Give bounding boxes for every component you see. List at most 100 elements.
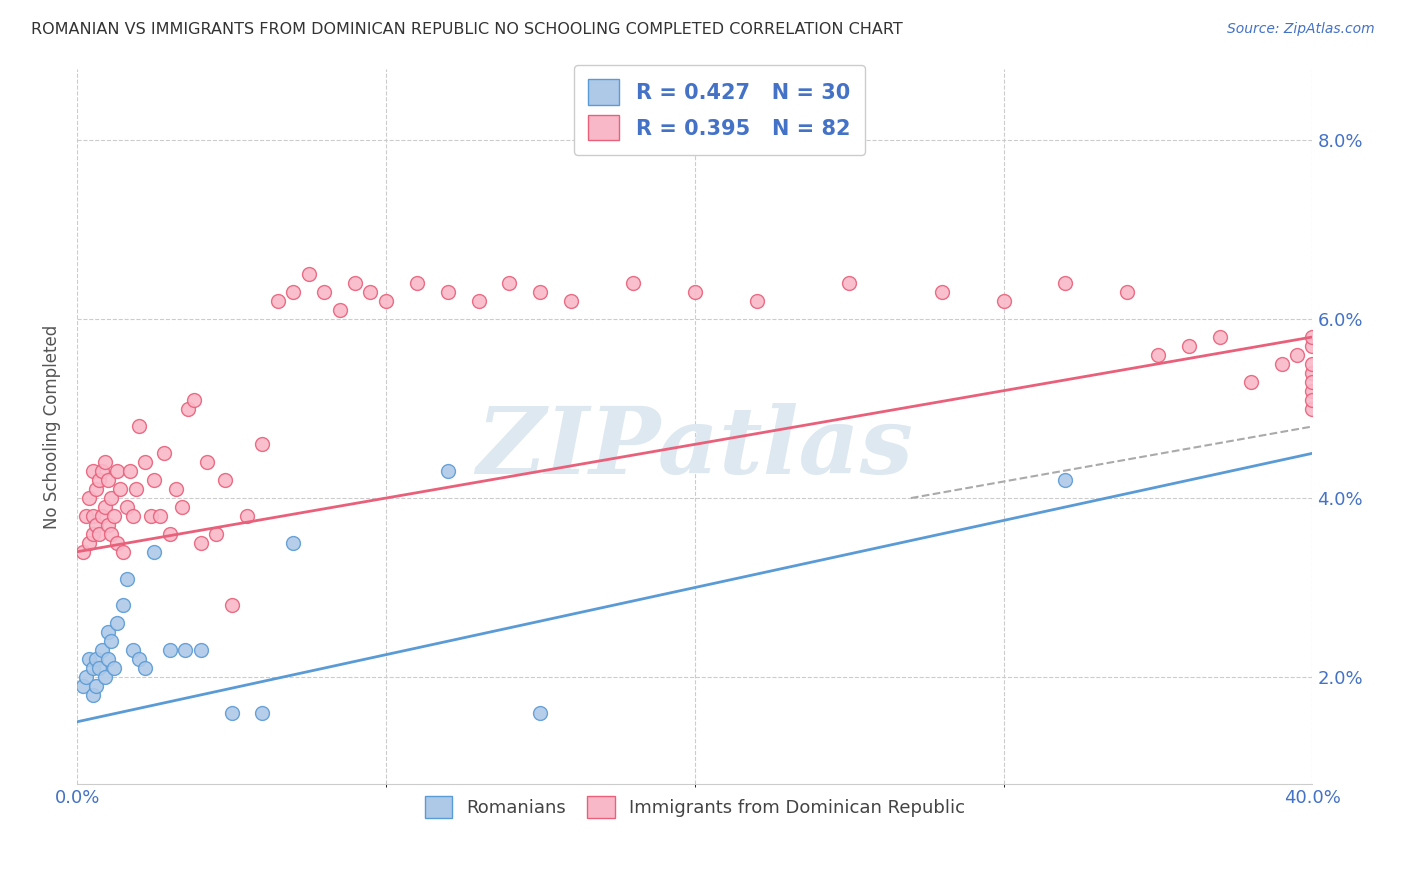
Point [1301, 392, 1323, 407]
Point [236, 508, 259, 523]
Point [105, 536, 128, 550]
Point [1239, 375, 1261, 389]
Point [283, 536, 305, 550]
Point [87, 661, 110, 675]
Point [1147, 348, 1170, 362]
Point [90, 508, 112, 523]
Text: ZIPatlas: ZIPatlas [477, 403, 914, 493]
Point [105, 616, 128, 631]
Point [1301, 339, 1323, 353]
Point [100, 491, 122, 505]
Point [75, 508, 97, 523]
Point [1301, 384, 1323, 398]
Point [75, 670, 97, 684]
Point [529, 285, 551, 300]
Point [359, 285, 381, 300]
Point [329, 303, 352, 318]
Point [149, 508, 172, 523]
Point [90, 643, 112, 657]
Point [143, 545, 166, 559]
Point [84, 652, 107, 666]
Point [560, 294, 582, 309]
Text: Source: ZipAtlas.com: Source: ZipAtlas.com [1227, 22, 1375, 37]
Point [105, 464, 128, 478]
Point [1270, 357, 1292, 371]
Point [165, 482, 187, 496]
Point [87, 526, 110, 541]
Point [1209, 330, 1232, 344]
Point [405, 277, 427, 291]
Point [252, 437, 274, 451]
Point [72, 679, 94, 693]
Point [79, 491, 101, 505]
Point [931, 285, 953, 300]
Text: ROMANIAN VS IMMIGRANTS FROM DOMINICAN REPUBLIC NO SCHOOLING COMPLETED CORRELATIO: ROMANIAN VS IMMIGRANTS FROM DOMINICAN RE… [31, 22, 903, 37]
Point [100, 526, 122, 541]
Point [128, 652, 150, 666]
Point [529, 706, 551, 720]
Point [84, 517, 107, 532]
Point [141, 508, 163, 523]
Point [82, 464, 104, 478]
Point [177, 401, 200, 416]
Point [90, 464, 112, 478]
Point [1285, 348, 1308, 362]
Point [1301, 401, 1323, 416]
Point [344, 277, 367, 291]
Point [103, 508, 125, 523]
Point [214, 473, 236, 487]
Point [100, 634, 122, 648]
Point [125, 482, 148, 496]
Point [1178, 339, 1201, 353]
Point [82, 526, 104, 541]
Y-axis label: No Schooling Completed: No Schooling Completed [44, 325, 60, 529]
Point [103, 661, 125, 675]
Point [621, 277, 644, 291]
Point [84, 679, 107, 693]
Point [134, 455, 156, 469]
Point [112, 599, 135, 613]
Point [190, 536, 212, 550]
Point [82, 508, 104, 523]
Point [1301, 330, 1323, 344]
Point [72, 545, 94, 559]
Point [121, 508, 143, 523]
Point [134, 661, 156, 675]
Point [498, 277, 520, 291]
Point [110, 482, 132, 496]
Point [97, 517, 120, 532]
Point [121, 643, 143, 657]
Point [159, 643, 181, 657]
Point [82, 688, 104, 702]
Point [195, 455, 218, 469]
Point [436, 464, 458, 478]
Point [112, 545, 135, 559]
Point [172, 500, 194, 514]
Point [115, 572, 138, 586]
Point [745, 294, 768, 309]
Point [1301, 366, 1323, 380]
Point [298, 268, 321, 282]
Point [84, 482, 107, 496]
Point [118, 464, 141, 478]
Point [205, 526, 228, 541]
Point [143, 473, 166, 487]
Point [79, 536, 101, 550]
Point [1054, 277, 1077, 291]
Point [436, 285, 458, 300]
Point [82, 661, 104, 675]
Point [1301, 375, 1323, 389]
Point [152, 446, 174, 460]
Point [94, 455, 117, 469]
Point [283, 285, 305, 300]
Point [221, 706, 243, 720]
Point [87, 473, 110, 487]
Point [97, 625, 120, 640]
Point [838, 277, 860, 291]
Point [314, 285, 336, 300]
Point [267, 294, 290, 309]
Point [221, 599, 243, 613]
Point [115, 500, 138, 514]
Point [467, 294, 489, 309]
Point [97, 652, 120, 666]
